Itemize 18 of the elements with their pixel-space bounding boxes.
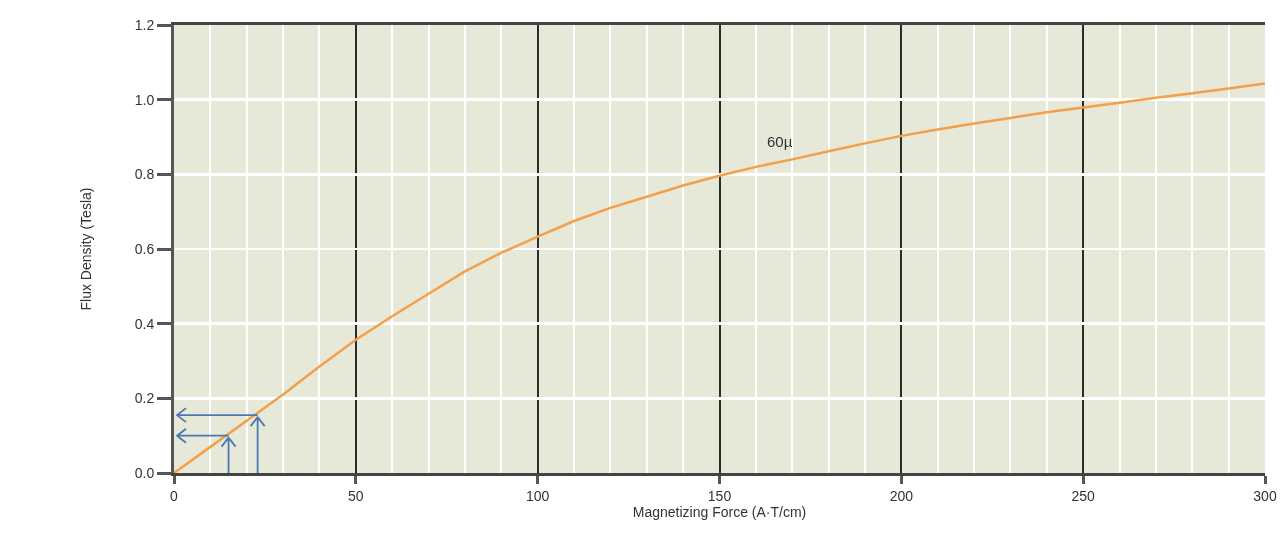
y-axis-title: Flux Density (Tesla): [78, 187, 95, 311]
x-tick-label: 50: [348, 487, 364, 504]
x-axis-title: Magnetizing Force (A·T/cm): [632, 503, 807, 520]
x-tick-label: 100: [525, 487, 550, 504]
y-tick-label: 1.2: [134, 16, 155, 33]
x-tick-label: 150: [707, 487, 732, 504]
y-tick-label: 0.8: [134, 166, 155, 183]
line-series: [174, 82, 1265, 473]
y-tick-label: 0.0: [134, 464, 155, 481]
x-tick-label: 250: [1071, 487, 1096, 504]
y-tick-label: 0.6: [134, 240, 155, 257]
series-label: 60µ: [767, 133, 793, 150]
y-tick-label: 1.0: [134, 91, 155, 108]
x-tick-label: 200: [889, 487, 914, 504]
x-tick-label: 0: [170, 487, 179, 504]
x-tick-label: 300: [1253, 487, 1277, 504]
y-tick-label: 0.4: [134, 315, 155, 332]
y-tick-label: 0.2: [134, 390, 155, 407]
